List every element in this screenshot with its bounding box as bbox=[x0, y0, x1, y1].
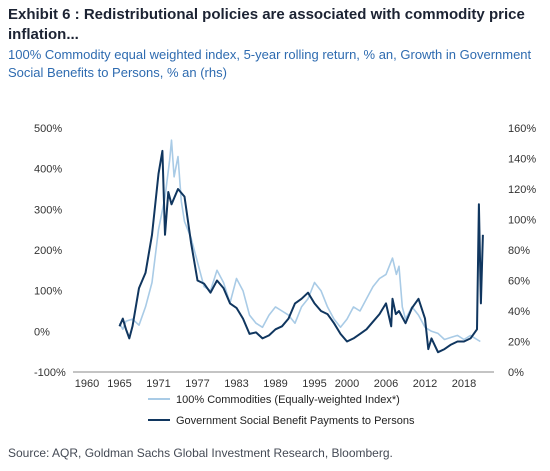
x-tick-label: 2000 bbox=[335, 378, 359, 390]
y-right-tick-label: 160% bbox=[508, 123, 536, 135]
y-right-tick-label: 20% bbox=[508, 337, 530, 349]
x-tick-label: 1971 bbox=[146, 378, 170, 390]
legend-label: Government Social Benefit Payments to Pe… bbox=[176, 415, 415, 427]
chart-series bbox=[118, 139, 484, 354]
chart-subtitle: 100% Commodity equal weighted index, 5-y… bbox=[8, 47, 532, 80]
x-tick-label: 1965 bbox=[107, 378, 131, 390]
y-right-tick-label: 140% bbox=[508, 154, 536, 166]
commodities-series-line bbox=[118, 139, 481, 343]
y-left-tick-label: -100% bbox=[34, 367, 66, 379]
y-left-tick-label: 200% bbox=[34, 245, 62, 257]
x-tick-label: 1989 bbox=[263, 378, 287, 390]
x-tick-label: 2018 bbox=[452, 378, 476, 390]
y-right-tick-label: 60% bbox=[508, 276, 530, 288]
y-right-tick-label: 120% bbox=[508, 184, 536, 196]
x-tick-label: 2006 bbox=[374, 378, 398, 390]
y-left-tick-label: 300% bbox=[34, 204, 62, 216]
chart-axes: 1960 1965 1971 1977 1983 1989 1995 2000 2006 2012… bbox=[34, 123, 536, 390]
y-right-tick-label: 80% bbox=[508, 245, 530, 257]
y-right-tick-label: 0% bbox=[508, 367, 524, 379]
x-tick-label: 1995 bbox=[302, 378, 326, 390]
y-left-tick-label: 100% bbox=[34, 286, 62, 298]
source-note: Source: AQR, Goldman Sachs Global Invest… bbox=[8, 446, 393, 460]
x-tick-label: 1983 bbox=[224, 378, 248, 390]
y-right-tick-label: 100% bbox=[508, 215, 536, 227]
legend-label: 100% Commodities (Equally-weighted Index… bbox=[176, 394, 400, 406]
y-left-tick-label: 500% bbox=[34, 123, 62, 135]
y-right-tick-label: 40% bbox=[508, 306, 530, 318]
x-tick-label: 2012 bbox=[413, 378, 437, 390]
benefits-series-line bbox=[118, 149, 484, 354]
x-tick-label: 1960 bbox=[75, 378, 99, 390]
x-tick-label: 1977 bbox=[185, 378, 209, 390]
chart-title: Exhibit 6 : Redistributional policies ar… bbox=[8, 6, 525, 43]
chart-legend: 100% Commodities (Equally-weighted Index… bbox=[148, 394, 415, 427]
y-left-tick-label: 0% bbox=[34, 326, 50, 338]
y-left-tick-label: 400% bbox=[34, 164, 62, 176]
